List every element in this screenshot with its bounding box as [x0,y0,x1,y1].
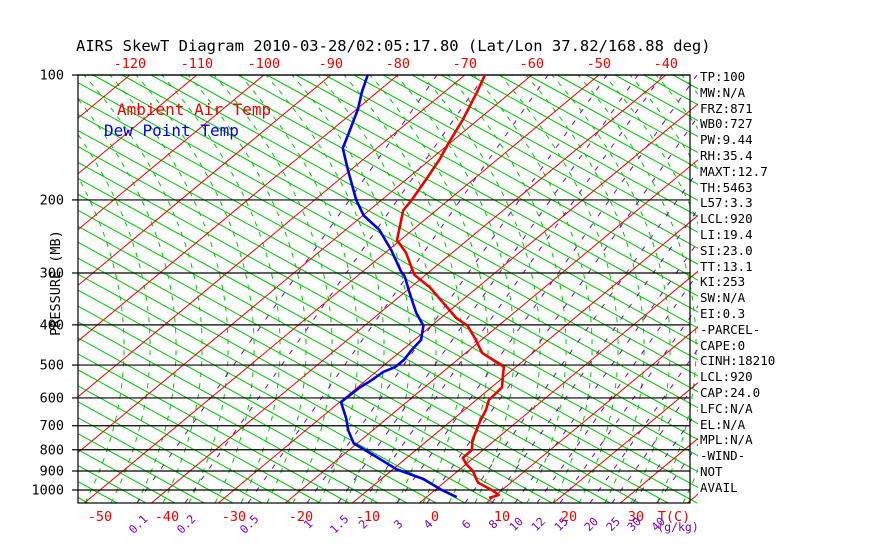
svg-text:900: 900 [40,464,64,480]
sounding-stat-line: -WIND- [700,448,746,464]
sounding-stat-line: LCL:920 [700,369,753,385]
sounding-stat-line: TP:100 [700,69,746,84]
svg-text:25: 25 [603,514,623,534]
sounding-stat-line: CAP:24.0 [700,384,761,400]
svg-text:12: 12 [528,514,548,534]
sounding-stat-line: MPL:N/A [700,432,753,448]
sounding-stat-line: EL:N/A [700,416,746,432]
svg-text:10: 10 [494,509,510,525]
sounding-stat-line: LFC:N/A [700,400,753,416]
sounding-stat-line: FRZ:871 [700,100,753,116]
legend-ambient-air-temp: Ambient Air Temp [117,100,272,119]
svg-text:-50: -50 [587,56,611,72]
sounding-stat-line: CINH:18210 [700,353,776,369]
pressure-tick-labels: 100 200 300 400 500 600 700 800 900 1000 [31,68,64,499]
svg-text:-120: -120 [114,56,147,72]
svg-text:-60: -60 [520,56,544,72]
pressure-grid-lines [72,74,691,504]
svg-text:600: 600 [40,390,64,406]
svg-text:800: 800 [40,442,64,458]
svg-text:700: 700 [40,418,64,434]
svg-text:30: 30 [628,509,644,525]
sounding-stat-line: -PARCEL- [700,321,761,337]
sounding-stat-line: SW:N/A [700,290,746,306]
svg-text:20: 20 [561,509,577,525]
sounding-stat-line: NOT [700,463,723,479]
svg-text:-40: -40 [155,509,179,525]
svg-text:-30: -30 [222,509,246,525]
dew-point-profile [339,74,458,499]
svg-text:-10: -10 [356,509,380,525]
chart-title: AIRS SkewT Diagram 2010-03-28/02:05:17.8… [76,37,711,55]
sounding-stat-line: MW:N/A [700,84,746,100]
svg-text:400: 400 [40,317,64,333]
svg-text:-40: -40 [654,56,678,72]
svg-text:100: 100 [40,68,64,84]
svg-text:-50: -50 [88,509,112,525]
svg-text:-110: -110 [181,56,214,72]
svg-text:6: 6 [459,517,474,532]
svg-text:-100: -100 [248,56,281,72]
legend-dew-point-temp: Dew Point Temp [104,121,239,140]
mixing-ratio-tick-labels: 0.1 0.2 0.5 1 1.5 2 3 4 6 8 10 12 15 20 25 30 40(g/kg) [126,512,699,537]
svg-text:1.5: 1.5 [327,512,352,537]
sounding-stat-line: LCL:920 [700,211,753,227]
svg-text:-70: -70 [453,56,477,72]
svg-text:3: 3 [391,517,406,532]
sounding-stat-line: SI:23.0 [700,242,753,258]
sounding-stat-line: KI:253 [700,274,746,290]
sounding-stat-line: AVAIL [700,479,738,495]
sounding-stat-line: CAPE:0 [700,337,746,353]
isotherm-lines [78,74,698,504]
sounding-stat-line: EI:0.3 [700,305,746,321]
svg-text:1000: 1000 [31,483,64,499]
svg-text:-90: -90 [319,56,343,72]
svg-text:200: 200 [40,192,64,208]
svg-text:300: 300 [40,266,64,282]
pressure-axis-label: PRESSURE (MB) [48,230,64,336]
sounding-stat-line: TH:5463 [700,179,753,195]
plot-frame [77,74,691,504]
mixing-ratio-axis-unit: (g/kg) [657,520,699,534]
sounding-stat-line: RH:35.4 [700,147,753,163]
sounding-stat-line: TT:13.1 [700,258,753,274]
svg-text:-20: -20 [289,509,313,525]
ambient-temp-profile [395,74,506,500]
sounding-stat-line: LI:19.4 [700,226,753,242]
top-temp-tick-labels: -120 -110 -100 -90 -80 -70 -60 -50 -40 [114,56,678,72]
svg-text:0: 0 [431,509,439,525]
sounding-stat-line: WB0:727 [700,116,753,132]
svg-text:-80: -80 [386,56,410,72]
temp-axis-unit: T(C) [658,509,691,525]
sounding-stat-line: MAXT:12.7 [700,163,768,179]
sounding-stat-line: PW:9.44 [700,132,753,148]
svg-text:500: 500 [40,358,64,374]
svg-text:0.1: 0.1 [126,512,151,537]
sounding-stat-line: L57:3.3 [700,195,753,211]
sounding-stats-panel: TP:100 MW:N/A FRZ:871 WB0:727 PW:9.44 RH:35.4… [700,69,775,496]
bottom-temp-tick-labels: -50 -40 -30 -20 -10 0 10 20 30 T(C) [88,509,690,525]
svg-text:20: 20 [581,514,601,534]
